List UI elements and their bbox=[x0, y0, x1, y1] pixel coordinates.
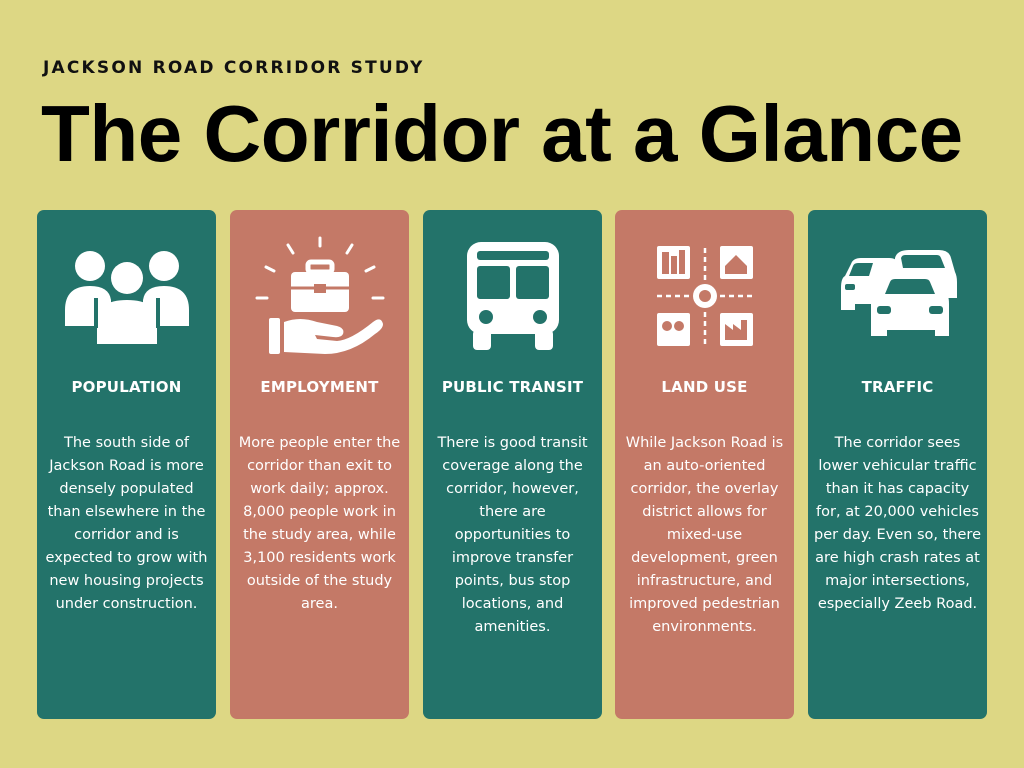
card-traffic: TRAFFIC The corridor sees lower vehicula… bbox=[808, 210, 987, 719]
card-title: POPULATION bbox=[71, 378, 182, 396]
card-employment: EMPLOYMENT More people enter the corrido… bbox=[230, 210, 409, 719]
card-title: EMPLOYMENT bbox=[260, 378, 379, 396]
land-use-map-icon bbox=[615, 236, 794, 356]
card-body: More people enter the corridor than exit… bbox=[238, 435, 401, 612]
card-population: POPULATION The south side of Jackson Roa… bbox=[37, 210, 216, 719]
page-title: The Corridor at a Glance bbox=[41, 89, 963, 178]
card-title: LAND USE bbox=[661, 378, 748, 396]
hand-briefcase-icon bbox=[230, 236, 409, 356]
card-title: TRAFFIC bbox=[861, 378, 934, 396]
card-body: The south side of Jackson Road is more d… bbox=[45, 435, 208, 612]
card-body: There is good transit coverage along the… bbox=[437, 435, 588, 635]
card-body: The corridor sees lower vehicular traffi… bbox=[814, 435, 981, 612]
card-body: While Jackson Road is an auto-oriented c… bbox=[625, 435, 784, 635]
people-group-icon bbox=[37, 236, 216, 356]
card-public-transit: PUBLIC TRANSIT There is good transit cov… bbox=[423, 210, 602, 719]
card-title: PUBLIC TRANSIT bbox=[441, 378, 584, 396]
page-kicker: JACKSON ROAD CORRIDOR STUDY bbox=[43, 58, 425, 78]
bus-icon bbox=[423, 236, 602, 356]
card-land-use: LAND USE While Jackson Road is an auto-o… bbox=[615, 210, 794, 719]
cars-traffic-icon bbox=[808, 236, 987, 356]
